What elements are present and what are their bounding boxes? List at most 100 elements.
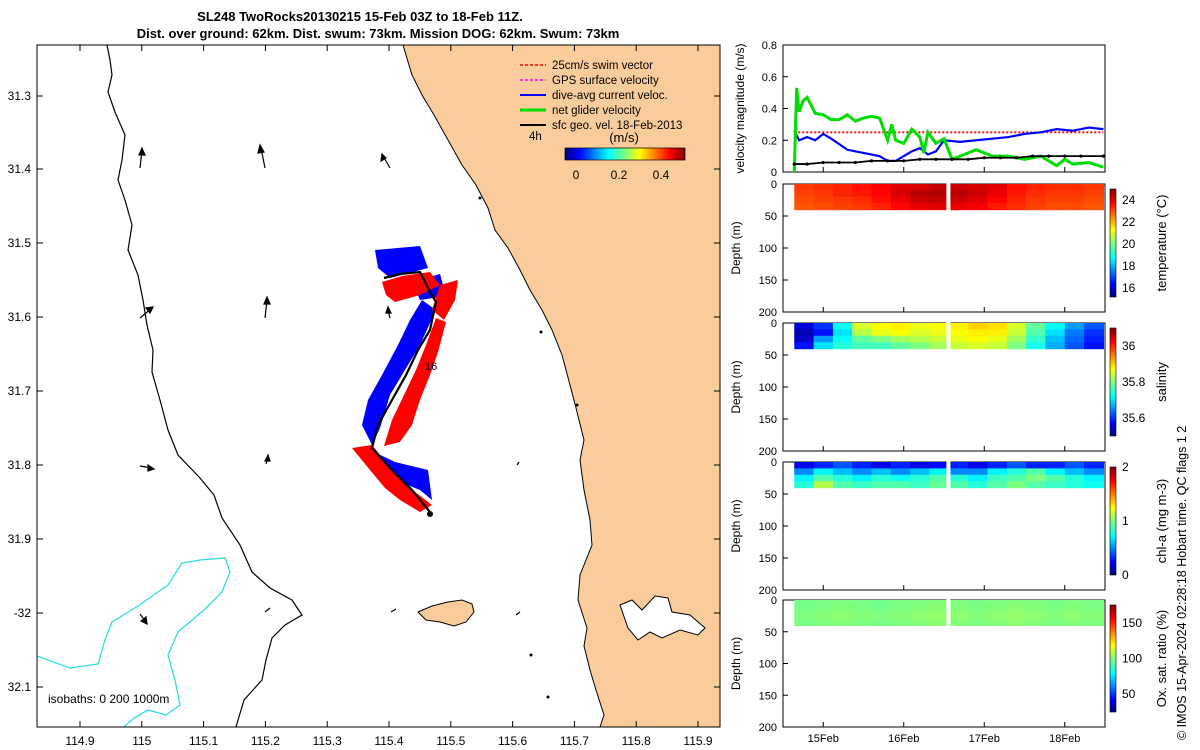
heatmap-cell	[794, 606, 815, 614]
heatmap-cell	[871, 481, 892, 489]
heatmap-cell	[1006, 329, 1027, 337]
heatmap-cell	[1026, 184, 1047, 191]
colorbar-tick-label: 0	[1122, 568, 1129, 582]
lat-tick-label: -32	[14, 606, 32, 620]
heatmap-cell	[1006, 462, 1027, 469]
y-tick-label: 50	[765, 627, 777, 639]
heatmap-cell	[1064, 323, 1085, 330]
heatmap-cell	[890, 335, 911, 343]
footer-credit: © IMOS 15-Apr-2024 02:28:18 Hobart time.…	[1175, 426, 1189, 740]
isobaths-label: isobaths: 0 200 1000m	[48, 692, 169, 706]
y-tick-label: 150	[759, 690, 777, 702]
heatmap-cell	[910, 184, 931, 191]
geo-arrow	[515, 611, 521, 616]
heatmap-cell	[1026, 323, 1047, 330]
legend-note: 4h	[529, 131, 542, 143]
lon-tick-label: 115.6	[498, 734, 527, 748]
heatmap-cell	[1045, 342, 1066, 350]
lat-tick-label: 31.4	[8, 162, 32, 176]
heatmap-cell	[948, 619, 969, 626]
heatmap-cell	[813, 600, 834, 607]
heatmap-cell	[987, 468, 1008, 476]
arrowhead	[257, 143, 265, 154]
heatmap-cell	[1045, 468, 1066, 476]
heatmap-cell	[890, 190, 911, 198]
heatmap-cell	[1026, 462, 1047, 469]
colorbar-tick-label: 18	[1122, 259, 1136, 273]
y-tick-label: 100	[759, 243, 777, 255]
heatmap-cell	[1064, 474, 1085, 482]
colorbar-label: salinity	[1154, 362, 1169, 402]
heatmap-cell	[794, 468, 815, 476]
heatmap-cell	[987, 190, 1008, 198]
heatmap-cell	[1026, 606, 1047, 614]
y-tick-label: 0.8	[762, 40, 777, 52]
heatmap-cell	[871, 468, 892, 476]
heatmap-cell	[832, 323, 853, 330]
heatmap-cell	[890, 619, 911, 626]
colorbar-label: chl-a (mg m-3)	[1154, 479, 1169, 564]
legend-label: 25cm/s swim vector	[552, 60, 653, 72]
swim-vector-band	[432, 280, 458, 320]
heatmap-cell	[1084, 474, 1104, 482]
heatmap-cell	[1064, 600, 1085, 607]
colorbar-gradient	[564, 147, 686, 161]
heatmap-cell	[794, 323, 815, 330]
heatmap-cell	[1026, 474, 1047, 482]
heatmap-cell	[832, 474, 853, 482]
heatmap-cell	[910, 468, 931, 476]
colorbar-gradient	[1109, 604, 1117, 713]
series-point	[998, 156, 1002, 160]
heatmap-cell	[813, 184, 834, 191]
swim-vector-band	[352, 445, 432, 512]
heatmap-cell	[813, 474, 834, 482]
y-tick-label: 100	[759, 521, 777, 533]
arrowhead	[147, 463, 156, 472]
heatmap-cell	[890, 342, 911, 350]
heatmap-cell	[1064, 619, 1085, 626]
heatmap-cell	[832, 462, 853, 469]
isobath-1000m	[36, 557, 231, 728]
heatmap-cell	[929, 606, 950, 614]
heatmap-cell	[1026, 619, 1047, 626]
colorbar-tick-label: 100	[1122, 652, 1142, 666]
heatmap-cell	[1006, 612, 1027, 620]
colorbar-gradient	[1109, 466, 1117, 576]
lon-tick-label: 115.3	[313, 734, 342, 748]
heatmap-cell	[1045, 329, 1066, 337]
heatmap-cell	[813, 606, 834, 614]
heatmap-cell	[910, 190, 931, 198]
series-point	[869, 159, 874, 163]
y-tick-label: 0	[771, 457, 777, 469]
colorbar-tick-label: 20	[1122, 237, 1136, 251]
series-point	[805, 162, 809, 166]
heatmap-cell	[852, 481, 873, 489]
y-tick-label: 200	[759, 722, 777, 734]
heatmap-cell	[968, 184, 989, 191]
heatmap-cell	[1006, 335, 1027, 343]
heatmap-cell	[832, 612, 853, 620]
lon-tick-label: 115	[132, 734, 151, 748]
heatmap-cell	[1045, 619, 1066, 626]
isobath-200m	[106, 44, 303, 728]
heatmap-cell	[1045, 600, 1066, 607]
heatmap-cell	[1006, 481, 1027, 489]
heatmap-cell	[948, 196, 969, 204]
heatmap-cell	[929, 468, 950, 476]
lat-tick-label: 32.1	[8, 680, 32, 694]
series-point	[792, 162, 796, 166]
islet	[575, 403, 579, 407]
series-point	[966, 157, 970, 161]
lat-tick-label: 31.8	[8, 458, 32, 472]
heatmap-cell	[813, 329, 834, 337]
heatmap-cell	[910, 323, 931, 330]
heatmap-cell	[1064, 606, 1085, 614]
colorbar-label: temperature (°C)	[1154, 195, 1169, 292]
lat-tick-label: 31.3	[8, 89, 32, 103]
heatmap-cell	[948, 462, 969, 469]
y-tick-label: 100	[759, 382, 777, 394]
heatmap-cell	[1026, 329, 1047, 337]
y-tick-label: 200	[759, 585, 777, 597]
heatmap-cell	[794, 600, 815, 607]
lat-tick-label: 31.6	[8, 310, 32, 324]
